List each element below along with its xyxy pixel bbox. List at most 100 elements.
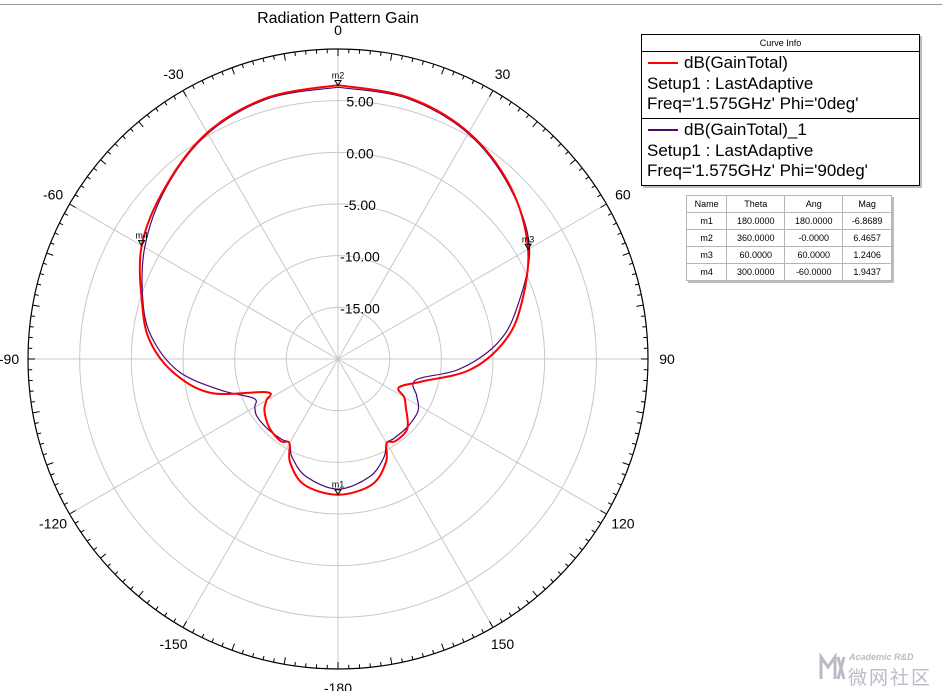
outer-tick: [164, 101, 168, 106]
marker-label: m4: [135, 231, 148, 241]
grid-spoke: [69, 203, 339, 360]
outer-tick: [421, 653, 424, 658]
outer-tick: [569, 553, 576, 559]
angle-tick-labels: 0 30 60 90 120 150 -180 -150 -120 -90 -60 -30: [0, 22, 675, 691]
angle-tick-label: 60: [615, 187, 631, 203]
outer-tick: [59, 492, 64, 496]
outer-tick: [617, 232, 622, 235]
outer-tick: [138, 590, 144, 597]
outer-tick: [30, 315, 36, 317]
outer-tick: [164, 612, 168, 617]
outer-tick: [578, 546, 583, 551]
outer-tick: [130, 128, 134, 132]
outer-tick: [634, 283, 639, 286]
outer-tick: [54, 232, 59, 235]
cell: 1.9437: [842, 263, 892, 281]
outer-tick: [80, 185, 85, 189]
watermark: Academic R&D 微网社区: [818, 651, 936, 689]
grid-spoke: [337, 358, 494, 628]
outer-tick: [636, 411, 644, 414]
outer-tick: [489, 621, 494, 628]
cell: 60.0000: [726, 246, 786, 264]
outer-tick: [283, 53, 286, 61]
outer-tick: [155, 107, 159, 112]
outer-tick: [32, 411, 40, 414]
outer-tick: [231, 67, 235, 75]
outer-tick: [46, 252, 54, 256]
outer-tick: [43, 262, 48, 265]
outer-tick: [597, 520, 602, 524]
outer-tick: [532, 121, 538, 128]
legend-setup: Setup1 : LastAdaptive: [647, 74, 814, 93]
outer-tick: [283, 657, 286, 665]
angle-tick-label: -90: [0, 351, 19, 367]
outer-tick: [100, 553, 107, 559]
grid-spoke: [337, 358, 607, 515]
outer-tick: [252, 60, 255, 65]
outer-tick: [532, 590, 538, 597]
outer-tick: [86, 538, 91, 542]
outer-tick: [499, 95, 503, 100]
outer-tick: [441, 67, 445, 75]
cell: 360.0000: [726, 229, 786, 247]
outer-tick: [122, 135, 126, 140]
legend-freq: Freq='1.575GHz' Phi='90deg': [647, 161, 868, 180]
outer-tick: [481, 628, 484, 633]
outer-tick: [252, 653, 255, 658]
outer-tick: [557, 143, 562, 147]
grid-spoke: [182, 358, 339, 628]
cell: m3: [685, 246, 728, 264]
grid-spoke: [337, 90, 494, 360]
outer-tick: [100, 159, 107, 165]
cell: m4: [685, 263, 728, 281]
outer-tick: [114, 571, 119, 575]
outer-tick: [565, 151, 569, 155]
outer-tick: [93, 546, 98, 551]
outer-tick: [43, 453, 48, 456]
legend-entry-phi90: dB(GainTotal)_1 Setup1 : LastAdaptive Fr…: [642, 119, 919, 185]
outer-tick: [273, 658, 275, 663]
cell: m2: [685, 229, 728, 247]
outer-tick: [421, 60, 424, 65]
outer-tick: [37, 283, 42, 286]
outer-tick: [294, 661, 296, 667]
outer-tick: [221, 71, 224, 76]
outer-tick: [146, 599, 151, 604]
outer-tick: [80, 529, 85, 533]
angle-tick-label: 150: [491, 636, 515, 652]
outer-tick: [201, 633, 205, 638]
series-phi0-line: [138, 84, 530, 496]
col-ang: Ang: [784, 195, 844, 213]
col-theta: Theta: [726, 195, 786, 213]
outer-tick: [211, 75, 214, 80]
cell: m1: [685, 212, 728, 230]
outer-tick: [636, 304, 644, 307]
outer-tick: [46, 462, 54, 466]
grid-spoke: [69, 358, 339, 515]
outer-tick: [481, 85, 484, 90]
angle-tick-label: 120: [611, 516, 635, 532]
outer-tick: [634, 432, 639, 435]
angle-tick-label: 30: [495, 66, 511, 82]
outer-tick: [182, 90, 187, 97]
grid-spoke: [182, 90, 339, 360]
marker-table-header: Name Theta Ang Mag: [685, 195, 892, 213]
top-border-line: [0, 4, 942, 5]
outer-tick: [600, 203, 607, 208]
outer-tick: [231, 643, 235, 651]
outer-tick: [192, 628, 195, 633]
outer-tick: [557, 571, 562, 575]
outer-tick: [74, 520, 79, 524]
cell: 1.2406: [842, 246, 892, 264]
cell: 180.0000: [784, 212, 844, 230]
outer-tick: [585, 538, 590, 542]
outer-tick: [74, 194, 79, 198]
outer-tick: [585, 176, 590, 180]
table-row: m2 360.0000 -0.0000 6.4657: [685, 229, 892, 247]
outer-tick: [390, 657, 393, 665]
outer-tick: [550, 135, 554, 140]
outer-tick: [621, 473, 626, 476]
cell: -6.8689: [842, 212, 892, 230]
outer-tick: [30, 401, 36, 403]
table-row: m4 300.0000 -60.0000 1.9437: [685, 263, 892, 281]
